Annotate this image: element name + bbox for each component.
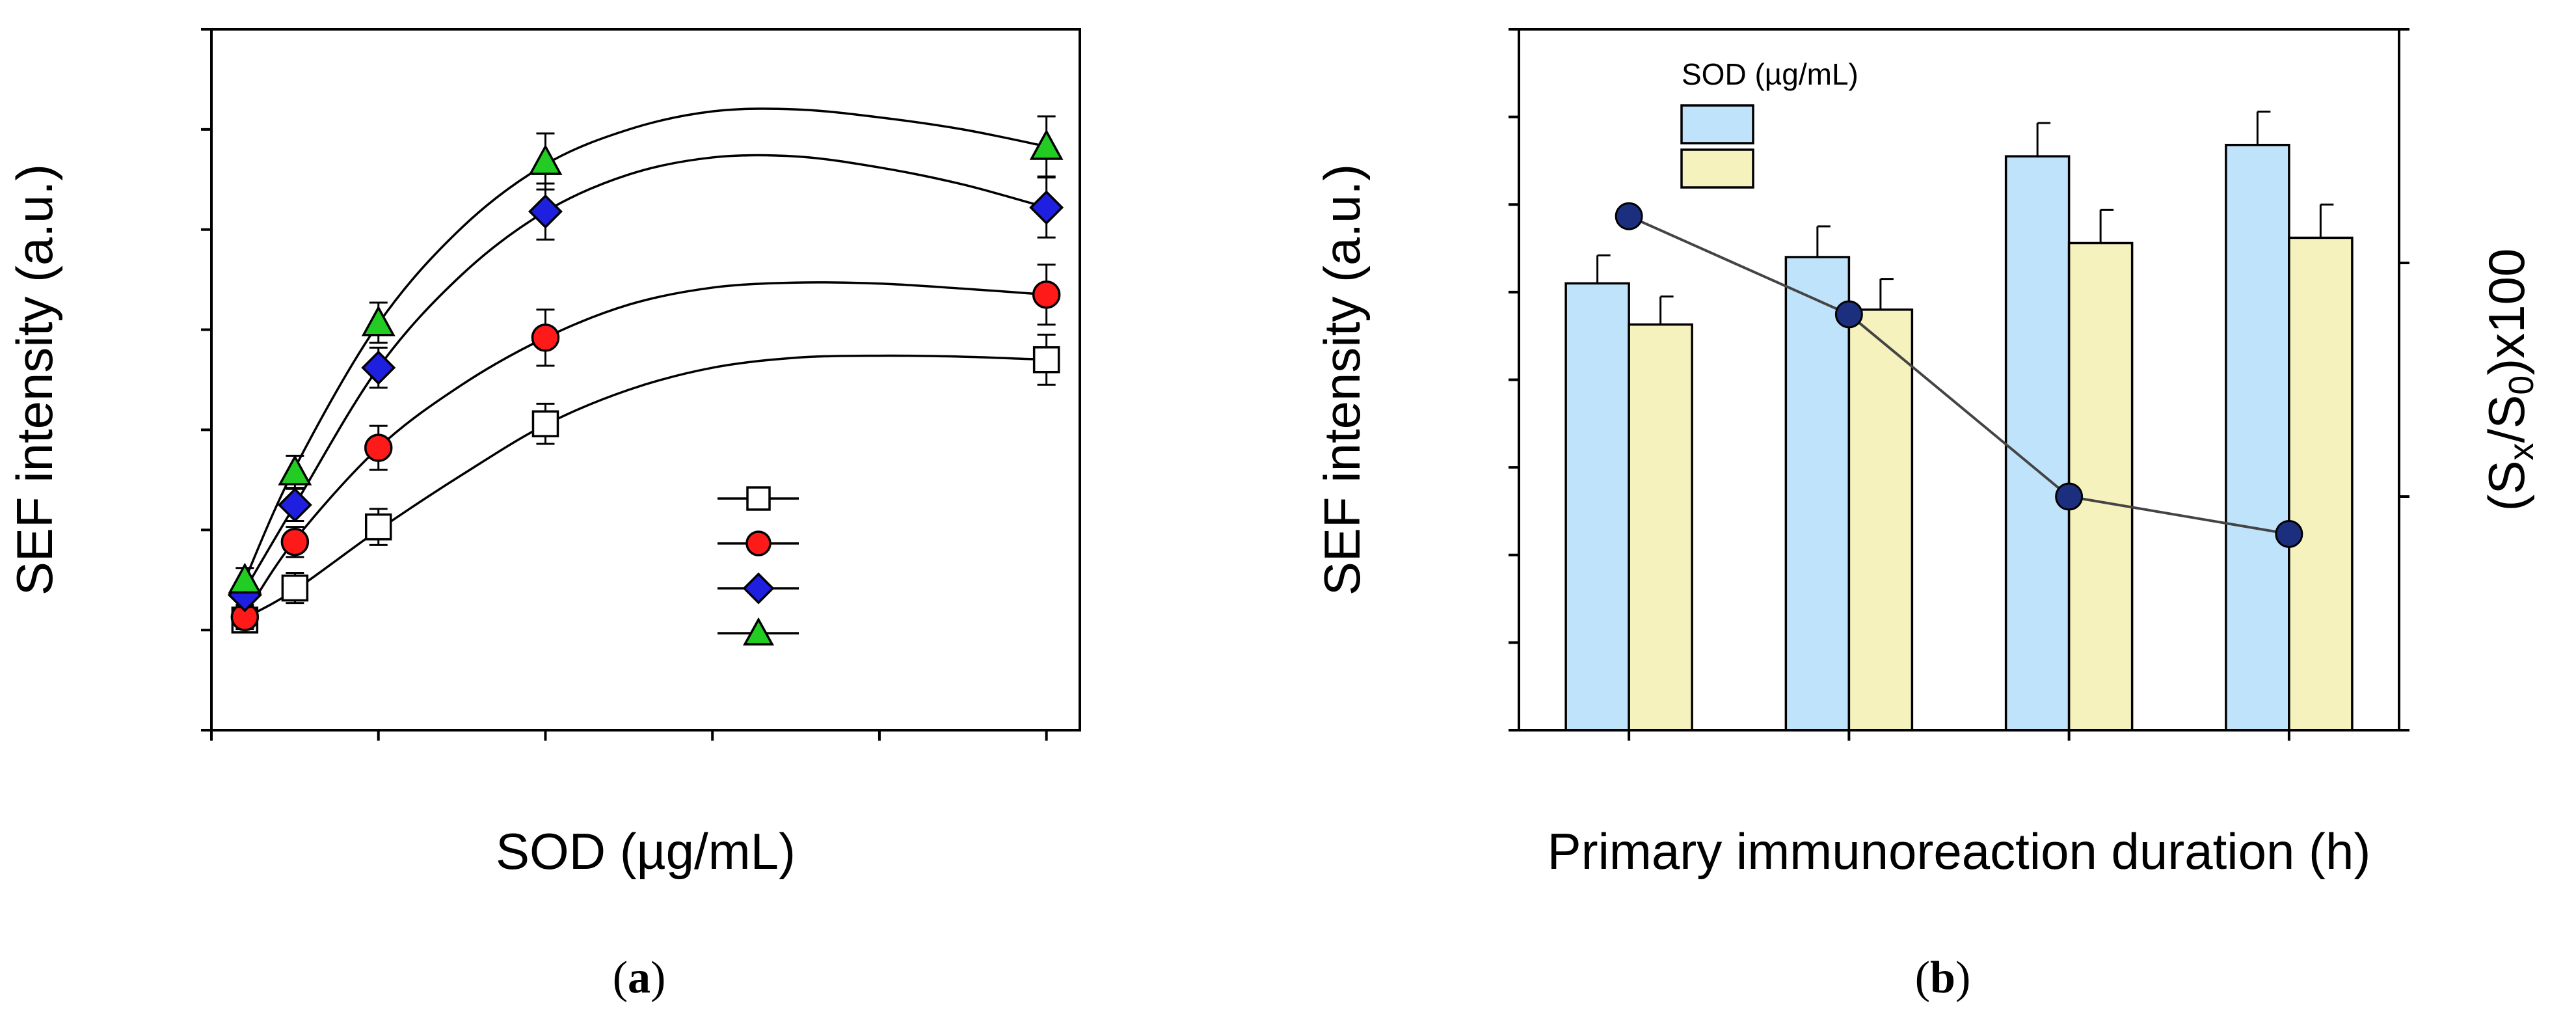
bar-sod-0	[1784, 256, 1851, 732]
data-point-square	[531, 410, 559, 437]
panel-b-right-axis-title: (Sx/S0)x100	[2478, 249, 2541, 512]
data-point-square	[364, 513, 392, 541]
fit-curve-circle	[243, 281, 1047, 616]
data-point-diamond	[528, 194, 563, 229]
data-point-triangle	[228, 562, 262, 594]
panel-a-y-axis-title: SEF intensity (a.u.)	[6, 164, 63, 595]
panel-a-data-points	[227, 115, 1064, 634]
panel-b-bars	[1564, 111, 2354, 732]
legend-marker-square	[746, 486, 771, 511]
bar-sod-025	[1847, 308, 1914, 732]
panel-b-legend: SOD (µg/mL)	[1680, 57, 1858, 189]
legend-swatch-sod-025	[1680, 148, 1754, 189]
panel-b-ratio-series	[1615, 202, 2303, 548]
data-point-triangle	[361, 305, 396, 336]
data-point-circle	[1032, 280, 1061, 309]
bar-sod-025	[2288, 236, 2354, 732]
legend-marker-diamond	[742, 572, 775, 605]
fit-curve-triangle	[243, 107, 1047, 581]
ratio-point	[2055, 482, 2084, 511]
fit-curve-square	[244, 354, 1047, 620]
panel-b-chart: SOD (µg/mL) Primary immunoreaction durat…	[1313, 28, 2541, 1003]
data-point-diamond	[277, 487, 312, 523]
legend-marker-triangle	[743, 617, 774, 646]
data-point-triangle	[528, 144, 563, 175]
fit-curve-diamond	[243, 154, 1047, 591]
ratio-point	[1615, 202, 1643, 230]
panel-b-label: (b)	[1915, 953, 1971, 1003]
panel-a-x-axis-title: SOD (µg/mL)	[496, 823, 796, 880]
panel-b-y-axis-title: SEF intensity (a.u.)	[1313, 164, 1371, 595]
data-point-diamond	[361, 350, 396, 385]
bar-sod-0	[2004, 155, 2071, 732]
panel-b-axes	[1509, 28, 2409, 741]
legend-marker-circle	[745, 530, 771, 556]
legend-swatch-sod-0	[1680, 104, 1754, 144]
panel-a-plot-frame	[210, 28, 1081, 732]
data-point-square	[281, 574, 309, 602]
bar-sod-0	[1564, 282, 1630, 732]
bar-sod-025	[1628, 323, 1693, 732]
panel-a-chart: SOD (µg/mL) SEF intensity (a.u.) (a)	[6, 28, 1081, 1003]
panel-a-label: (a)	[613, 953, 666, 1003]
panel-a-letter: a	[628, 953, 651, 1003]
ratio-point	[1834, 300, 1863, 329]
panel-a-legend	[718, 486, 799, 646]
panel-b-letter: b	[1930, 953, 1955, 1003]
panel-b-x-axis-title: Primary immunoreaction duration (h)	[1548, 823, 2371, 880]
bar-sod-0	[2225, 143, 2290, 732]
data-point-diamond	[1029, 190, 1064, 225]
data-point-circle	[364, 433, 393, 462]
panel-b-legend-title: SOD (µg/mL)	[1682, 57, 1858, 91]
panel-a-axes	[201, 28, 1081, 741]
data-point-circle	[531, 323, 560, 352]
data-point-triangle	[1029, 129, 1064, 160]
ratio-line	[1628, 215, 2290, 536]
data-point-triangle	[278, 454, 312, 485]
data-point-circle	[280, 527, 310, 556]
data-point-square	[1032, 346, 1060, 374]
panel-a-fit-curves	[243, 107, 1047, 620]
bar-sod-025	[2067, 241, 2134, 732]
ratio-point	[2275, 519, 2303, 548]
